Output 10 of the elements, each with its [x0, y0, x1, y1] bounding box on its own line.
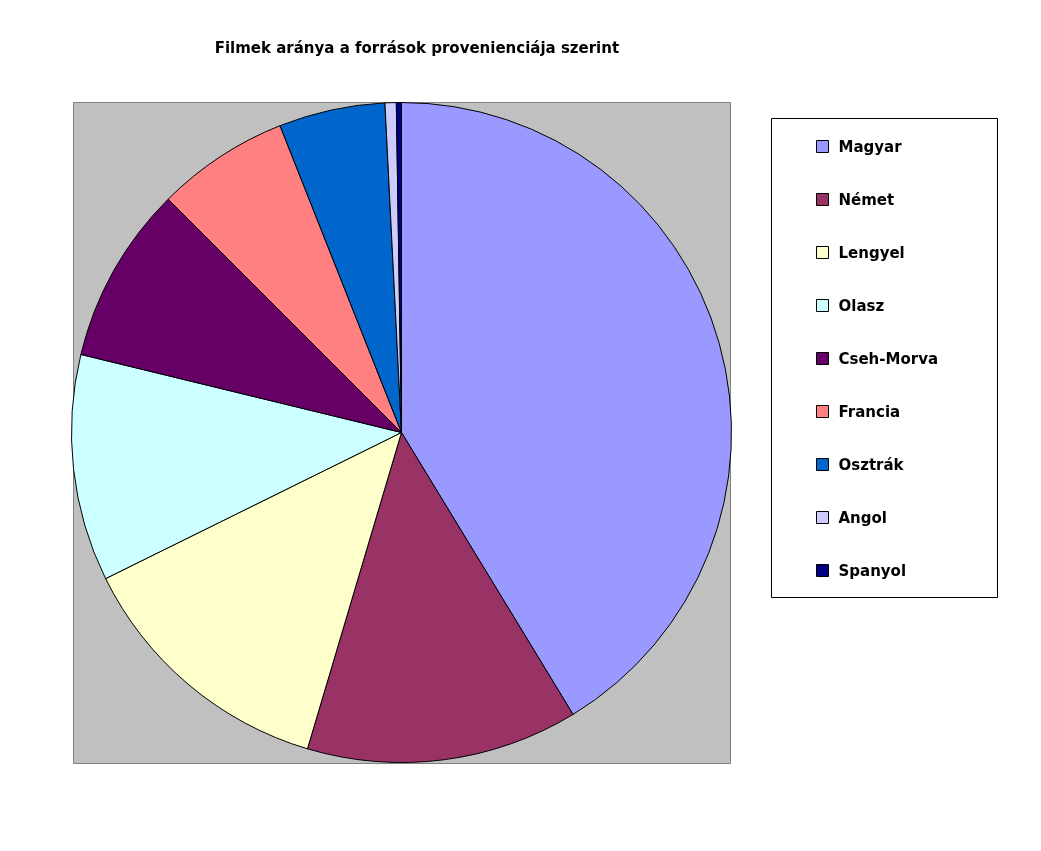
chart-title: Filmek aránya a források provenienciája szerint [214, 38, 620, 57]
legend-label: Cseh-Morva [838, 349, 939, 368]
legend-label: Angol [838, 508, 887, 527]
legend-label: Magyar [838, 137, 903, 156]
legend-label: Német [838, 190, 895, 209]
legend-label: Olasz [838, 296, 885, 315]
legend-label: Spanyol [838, 561, 907, 580]
legend-label: Osztrák [838, 455, 905, 474]
legend-label: Francia [838, 402, 901, 421]
legend-label: Lengyel [838, 243, 905, 262]
